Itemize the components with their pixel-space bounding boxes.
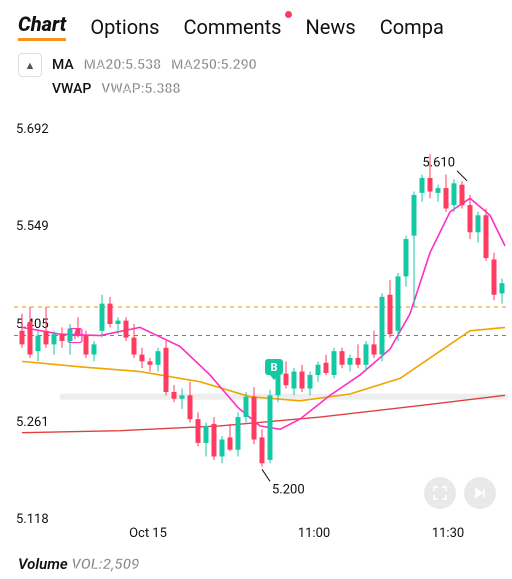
collapse-caret-icon[interactable]: ▲ [18, 53, 42, 77]
price-chart[interactable]: 5.1185.2615.4055.5495.692Oct 1511:0011:3… [0, 99, 512, 549]
vwap-label: VWAP [52, 81, 91, 97]
svg-text:B: B [270, 361, 277, 374]
svg-text:11:30: 11:30 [432, 526, 464, 541]
ma20-value: MA20:5.538 [84, 57, 162, 73]
ma-label: MA [52, 57, 74, 73]
vwap-value: VWAP:5.388 [101, 81, 180, 97]
tab-company[interactable]: Compa [380, 15, 444, 39]
tab-bar: Chart Options Comments News Compa [0, 0, 512, 51]
tab-options[interactable]: Options [90, 15, 159, 39]
svg-text:5.692: 5.692 [16, 122, 49, 137]
svg-text:Oct 15: Oct 15 [129, 526, 167, 541]
notification-dot-icon [285, 11, 292, 18]
ma250-value: MA250:5.290 [171, 57, 257, 73]
indicator-row-vwap: VWAP VWAP:5.388 [0, 79, 512, 99]
tab-comments[interactable]: Comments [183, 15, 281, 39]
svg-text:11:00: 11:00 [298, 526, 330, 541]
tab-news[interactable]: News [306, 15, 356, 39]
svg-text:5.549: 5.549 [16, 219, 49, 234]
goto-latest-button[interactable] [464, 477, 496, 509]
svg-text:5.610: 5.610 [422, 156, 455, 171]
svg-text:5.200: 5.200 [272, 482, 305, 497]
fullscreen-button[interactable] [424, 477, 456, 509]
volume-indicator: Volume VOL:2,509 [0, 549, 512, 579]
svg-text:5.118: 5.118 [16, 512, 49, 527]
volume-label: Volume [18, 555, 68, 573]
tab-chart[interactable]: Chart [18, 12, 66, 41]
volume-value: VOL:2,509 [71, 555, 139, 573]
svg-text:5.261: 5.261 [16, 415, 49, 430]
indicator-row-ma: ▲ MA MA20:5.538 MA250:5.290 [0, 51, 512, 79]
